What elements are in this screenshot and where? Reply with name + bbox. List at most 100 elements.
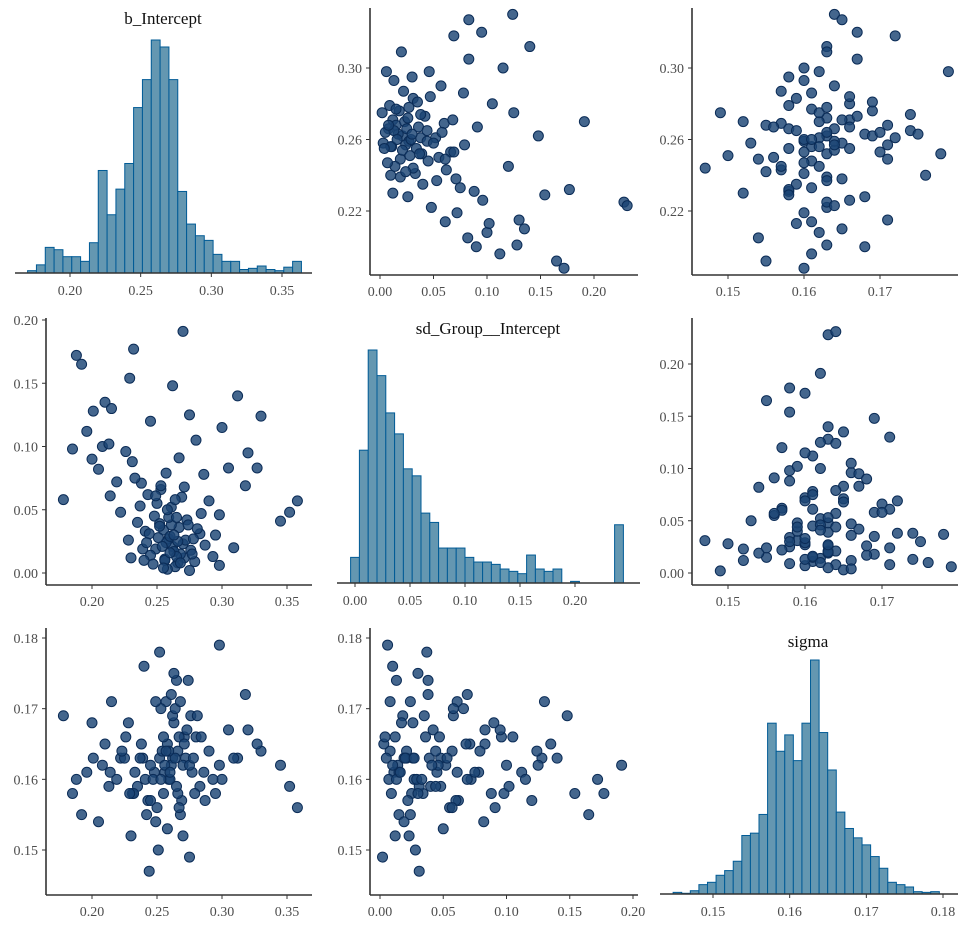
scatter-point: [446, 802, 458, 814]
scatter-point: [242, 724, 254, 736]
scatter-point: [395, 46, 407, 58]
scatter-point: [798, 146, 810, 158]
scatter-point: [402, 191, 414, 203]
scatter-point: [494, 248, 506, 260]
histogram-bar: [35, 264, 46, 274]
scatter-point: [141, 537, 153, 549]
scatter-point: [463, 14, 475, 26]
scatter-point: [406, 128, 418, 140]
scatter-point: [507, 8, 519, 20]
scatter-point: [207, 773, 219, 785]
scatter-point: [93, 463, 104, 475]
scatter-point: [457, 87, 469, 99]
scatter-point: [806, 87, 818, 99]
scatter-point: [164, 766, 176, 778]
histogram-bar: [212, 253, 223, 274]
scatter-point: [251, 738, 263, 750]
scatter-point: [125, 830, 137, 842]
histogram-bar: [150, 39, 161, 274]
histogram-sd-group-intercept: 0.00 0.05 0.10 0.15 0.20: [337, 349, 640, 609]
scatter-point: [195, 731, 207, 743]
scatter-point: [469, 766, 481, 778]
x-tick-label: 0.17: [868, 285, 893, 300]
scatter-point: [532, 130, 544, 142]
scatter-point: [699, 162, 711, 174]
scatter-point: [420, 731, 432, 743]
scatter-point: [186, 548, 198, 560]
scatter-point: [408, 752, 420, 764]
histogram-bar: [402, 468, 413, 584]
x-tick-label: 0.10: [475, 285, 500, 300]
scatter-point: [387, 660, 399, 672]
scatter-point: [385, 169, 397, 181]
scatter-point: [479, 724, 491, 736]
histogram-bar: [508, 570, 519, 584]
scatter-point: [147, 558, 159, 570]
scatter-point: [450, 173, 462, 185]
scatter-point: [284, 506, 296, 518]
scatter-point: [213, 559, 225, 571]
scatter-b-vs-sigma: 0.20 0.25 0.30 0.35 0.15 0.16 0.17 0.18: [14, 628, 312, 920]
scatter-point: [783, 189, 795, 201]
histogram-bar: [827, 769, 837, 895]
scatter-point: [158, 731, 169, 743]
scatter-point: [474, 745, 486, 757]
histogram-bar: [543, 570, 554, 584]
scatter-point: [190, 434, 202, 446]
histogram-bar: [895, 884, 906, 895]
scatter-point: [381, 157, 393, 169]
scatter-point: [151, 802, 163, 814]
y-tick-label: 0.10: [14, 441, 39, 456]
histogram-bar: [614, 524, 624, 584]
scatter-point: [150, 816, 162, 828]
scatter-point: [882, 119, 894, 131]
scatter-point: [93, 816, 104, 828]
scatter-point: [396, 717, 408, 729]
scatter-point: [507, 731, 519, 743]
x-tick-label: 0.16: [777, 905, 802, 920]
scatter-point: [210, 787, 221, 799]
histogram-sigma: 0.15 0.16 0.17 0.18: [660, 659, 958, 920]
scatter-point: [526, 795, 538, 807]
scatter-point: [143, 865, 155, 877]
scatter-point: [178, 481, 190, 493]
scatter-point: [391, 134, 403, 145]
scatter-point: [868, 530, 880, 542]
scatter-point: [132, 516, 143, 528]
scatter-point: [129, 766, 141, 778]
scatter-point: [531, 745, 543, 757]
scatter-point: [821, 239, 833, 251]
y-tick-label: 0.26: [338, 134, 363, 149]
scatter-point: [551, 255, 563, 267]
y-tick-label: 0.20: [660, 358, 685, 373]
scatter-point: [813, 226, 825, 238]
scatter-point: [145, 415, 156, 427]
scatter-point: [891, 527, 903, 539]
scatter-point: [439, 216, 451, 228]
y-tick-label: 0.16: [338, 773, 363, 788]
scatter-point: [524, 41, 536, 53]
histogram-bar: [792, 760, 803, 895]
scatter-point: [915, 536, 926, 548]
scatter-point: [814, 367, 826, 379]
y-tick-label: 0.30: [338, 62, 363, 77]
x-tick-label: 0.20: [582, 285, 607, 300]
scatter-point: [164, 547, 176, 559]
scatter-point: [216, 422, 228, 434]
scatter-point: [790, 218, 802, 230]
scatter-point: [451, 207, 463, 219]
histogram-bar: [775, 750, 786, 895]
y-tick-label: 0.00: [660, 567, 685, 582]
scatter-point: [912, 128, 924, 140]
scatter-point: [86, 717, 98, 729]
scatter-point: [868, 412, 880, 424]
scatter-point: [389, 830, 401, 842]
scatter-point: [416, 773, 428, 785]
scatter-point: [463, 53, 475, 65]
scatter-point: [135, 738, 147, 750]
scatter-point: [907, 553, 919, 565]
scatter-point: [424, 91, 436, 103]
scatter-point: [168, 667, 180, 679]
scatter-point: [380, 752, 392, 764]
scatter-point: [427, 724, 439, 736]
